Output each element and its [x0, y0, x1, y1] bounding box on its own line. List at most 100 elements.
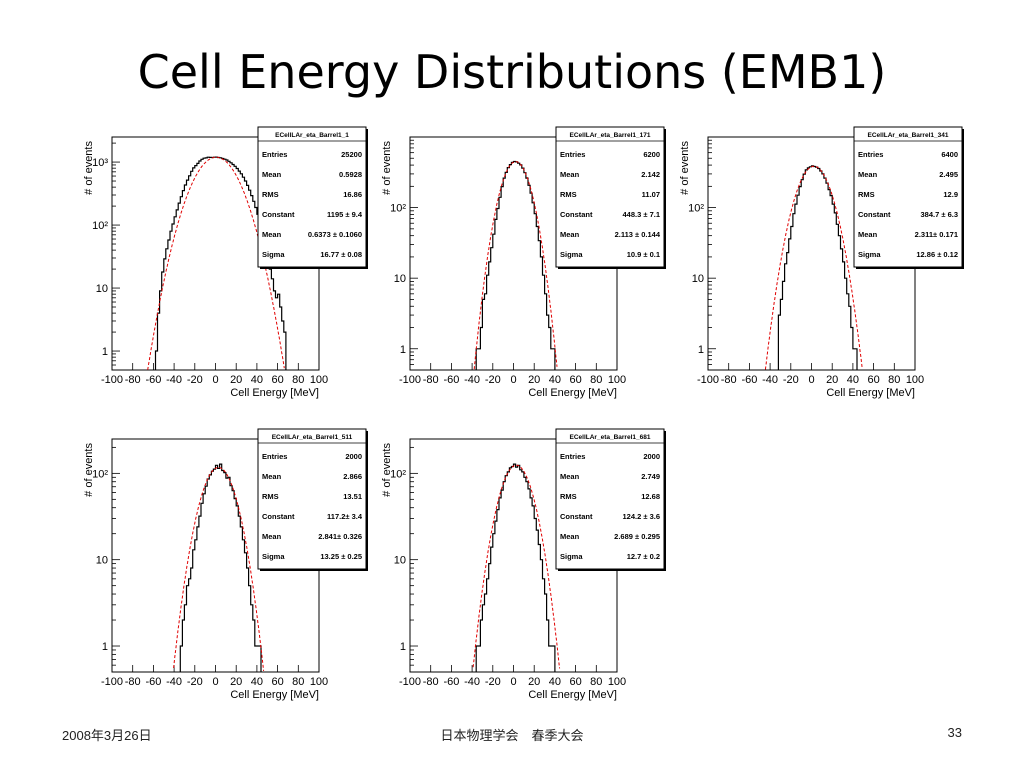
stats-label: RMS: [560, 190, 577, 199]
y-tick-label: 10: [96, 283, 108, 295]
y-tick-label: 10: [394, 273, 406, 285]
gaussian-fit-curve: [173, 466, 265, 671]
x-tick-label: -100: [399, 374, 421, 386]
stats-label: Mean: [262, 472, 282, 481]
stats-value: 13.51: [343, 492, 362, 501]
x-tick-label: -100: [399, 676, 421, 688]
stats-label: Constant: [560, 210, 593, 219]
stats-label: Mean: [560, 230, 580, 239]
stats-label: Constant: [858, 210, 891, 219]
stats-box: [853, 126, 963, 268]
x-tick-label: 40: [847, 374, 859, 386]
y-axis-label: # of events: [83, 141, 95, 195]
stats-value: 2000: [345, 452, 362, 461]
y-tick-label: 1: [102, 346, 108, 358]
stats-value: 2.841± 0.326: [318, 532, 362, 541]
stats-label: Mean: [560, 170, 580, 179]
x-tick-label: 60: [569, 676, 581, 688]
y-tick-label: 1: [400, 344, 406, 356]
stats-label: RMS: [262, 492, 279, 501]
stats-value: 16.86: [343, 190, 362, 199]
x-tick-label: -60: [741, 374, 757, 386]
page-number: 33: [947, 725, 962, 740]
x-tick-label: 60: [867, 374, 879, 386]
x-tick-label: 80: [888, 374, 900, 386]
stats-label: Mean: [560, 532, 580, 541]
stats-label: Constant: [262, 210, 295, 219]
x-tick-label: 40: [549, 676, 561, 688]
stats-value: 117.2± 3.4: [327, 512, 363, 521]
stats-label: RMS: [262, 190, 279, 199]
stats-label: Sigma: [560, 552, 583, 561]
stats-value: 12.9: [943, 190, 958, 199]
x-tick-label: -80: [423, 374, 439, 386]
x-tick-label: 80: [590, 374, 602, 386]
stats-label: Mean: [262, 532, 282, 541]
stats-label: Entries: [262, 150, 287, 159]
stats-label: Sigma: [560, 250, 583, 259]
stats-label: Sigma: [262, 552, 285, 561]
stats-value: 1195 ± 9.4: [327, 210, 363, 219]
stats-value: 2000: [643, 452, 660, 461]
x-tick-label: -80: [125, 676, 141, 688]
x-tick-label: -80: [721, 374, 737, 386]
gaussian-fit-curve: [764, 165, 863, 370]
x-axis-label: Cell Energy [MeV]: [230, 689, 319, 701]
y-tick-label: 10³: [92, 157, 108, 169]
y-axis-label: # of events: [679, 141, 691, 195]
x-tick-label: 0: [808, 374, 814, 386]
x-axis-label: Cell Energy [MeV]: [528, 689, 617, 701]
stats-value: 0.6373 ± 0.1060: [308, 230, 362, 239]
x-tick-label: 0: [510, 374, 516, 386]
stats-label: Constant: [262, 512, 295, 521]
y-axis-label: # of events: [381, 141, 393, 195]
x-tick-label: 100: [906, 374, 924, 386]
y-tick-label: 1: [102, 641, 108, 653]
stats-value: 2.495: [939, 170, 958, 179]
gaussian-fit-curve: [473, 161, 558, 370]
histogram-series: [475, 160, 556, 370]
y-tick-label: 10²: [688, 203, 704, 215]
x-tick-label: -40: [464, 676, 480, 688]
y-tick-label: 10: [692, 273, 704, 285]
x-tick-label: -60: [443, 676, 459, 688]
x-tick-label: -100: [101, 676, 123, 688]
stats-value: 124.2 ± 3.6: [623, 512, 660, 521]
stats-box: [257, 428, 367, 570]
stats-value: 2.311± 0.171: [915, 230, 958, 239]
x-tick-label: 20: [528, 374, 540, 386]
x-axis-label: Cell Energy [MeV]: [230, 387, 319, 399]
stats-box: [555, 126, 665, 268]
stats-value: 2.749: [641, 472, 660, 481]
x-tick-label: 100: [310, 676, 328, 688]
stats-label: Entries: [560, 452, 585, 461]
x-tick-label: -80: [125, 374, 141, 386]
histogram-panel-3: -100 -80 -60 -40 -20 0 20 40 60 80 100 1 10 10² Cell E…: [679, 126, 964, 399]
x-tick-label: 40: [251, 374, 263, 386]
x-tick-label: -100: [697, 374, 719, 386]
slide-title: Cell Energy Distributions (EMB1): [137, 45, 887, 99]
stats-value: 384.7 ± 6.3: [921, 210, 958, 219]
stats-label: Mean: [858, 170, 878, 179]
stats-value: 0.5928: [339, 170, 362, 179]
x-tick-label: -40: [464, 374, 480, 386]
y-axis-label: # of events: [83, 443, 95, 497]
stats-value: 2.142: [641, 170, 660, 179]
x-tick-label: -80: [423, 676, 439, 688]
stats-label: Entries: [262, 452, 287, 461]
stats-value: 12.68: [641, 492, 660, 501]
x-tick-label: 100: [310, 374, 328, 386]
stats-label: Mean: [560, 472, 580, 481]
stats-label: Constant: [560, 512, 593, 521]
stats-value: 6200: [643, 150, 660, 159]
y-tick-label: 10²: [92, 220, 108, 232]
stats-box: [257, 126, 367, 268]
stats-label: Entries: [858, 150, 883, 159]
histogram-series: [179, 463, 262, 672]
stats-box-title: ECellLAr_eta_Barrel1_1: [275, 132, 349, 139]
stats-value: 12.86 ± 0.12: [916, 250, 958, 259]
stats-value: 2.866: [343, 472, 362, 481]
stats-value: 2.113 ± 0.144: [615, 230, 661, 239]
x-axis-label: Cell Energy [MeV]: [826, 387, 915, 399]
y-tick-label: 10²: [92, 468, 108, 480]
